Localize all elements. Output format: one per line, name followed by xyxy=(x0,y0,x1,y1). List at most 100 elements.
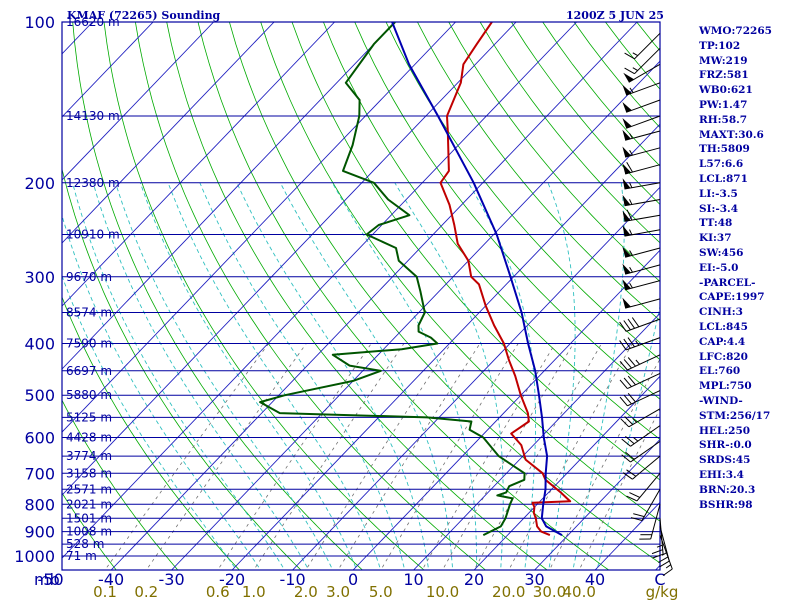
pressure-tick-label: 700 xyxy=(24,464,55,483)
index-item: TT:48 xyxy=(699,217,733,230)
temperature-unit-label: C xyxy=(654,570,665,589)
index-item: LCL:845 xyxy=(699,320,748,333)
wind-barb xyxy=(619,354,661,371)
temperature-tick-label: 30 xyxy=(524,570,544,589)
mixing-ratio-line xyxy=(382,343,519,568)
mixing-ratio-line xyxy=(509,343,633,568)
wind-barb xyxy=(622,129,661,141)
wind-barb xyxy=(622,279,661,291)
height-label: 5125 m xyxy=(66,410,112,424)
dry-adiabat xyxy=(323,22,660,440)
wind-barb xyxy=(624,47,661,75)
wind-barb xyxy=(622,161,661,175)
dry-adiabat xyxy=(229,22,660,564)
index-item: LCL:871 xyxy=(699,172,748,185)
index-item: HEL:250 xyxy=(699,424,751,437)
dry-adiabat xyxy=(103,22,425,570)
index-item: EL:760 xyxy=(699,365,741,378)
mixing-ratio-label: 1.0 xyxy=(242,583,266,600)
index-item: -WIND- xyxy=(699,394,743,407)
wind-barb xyxy=(659,534,673,577)
wind-barb xyxy=(623,63,661,83)
index-item: MW:219 xyxy=(699,54,748,67)
wind-barb xyxy=(622,99,661,113)
temperature-tick-label: -50 xyxy=(37,570,63,589)
pressure-tick-label: 1000 xyxy=(14,547,55,566)
height-label: 5880 m xyxy=(66,388,112,402)
index-item: CAP:4.4 xyxy=(699,335,746,348)
isotherm xyxy=(534,438,660,570)
index-item: L57:6.6 xyxy=(699,158,744,171)
wind-barb xyxy=(619,390,661,407)
wind-barb xyxy=(622,455,661,480)
index-item: TH:5809 xyxy=(699,143,750,156)
mixing-ratio-line xyxy=(219,343,372,568)
mixing-ratio-line xyxy=(423,343,556,568)
height-label: 14130 m xyxy=(66,109,120,123)
mixing-ratio-line xyxy=(106,343,269,568)
index-item: LFC:820 xyxy=(699,350,748,363)
moist-adiabat xyxy=(331,182,478,568)
isotherm xyxy=(473,375,660,570)
dry-adiabat xyxy=(0,22,56,572)
moist-adiabat xyxy=(279,182,453,568)
height-label: 16620 m xyxy=(66,15,120,29)
mixing-ratio-label: 30.0 xyxy=(533,583,566,600)
dry-adiabat xyxy=(62,492,117,570)
isotherm xyxy=(413,312,660,570)
isotherm xyxy=(292,186,660,570)
dry-adiabat xyxy=(448,22,660,283)
isotherm xyxy=(62,22,154,118)
height-label: 12380 m xyxy=(66,176,120,190)
height-label: 528 m xyxy=(66,537,104,551)
index-item: FRZ:581 xyxy=(699,69,749,82)
wind-barb xyxy=(630,489,661,521)
wind-barb xyxy=(622,194,661,207)
isotherm xyxy=(62,22,275,244)
moist-adiabat xyxy=(597,304,660,568)
wind-barb xyxy=(619,317,661,332)
wind-barb xyxy=(622,146,661,158)
wind-barb xyxy=(622,178,661,190)
index-item: WMO:72265 xyxy=(699,25,772,37)
wind-barb xyxy=(622,82,661,96)
temperature-tick-label: 40 xyxy=(585,570,605,589)
mixing-ratio-label: 40.0 xyxy=(562,583,595,600)
wind-barb xyxy=(620,408,661,428)
index-item: BSHR:98 xyxy=(699,498,753,511)
mixing-ratio-label: 0.1 xyxy=(93,583,117,600)
wind-barb xyxy=(622,209,661,222)
height-label: 7590 m xyxy=(66,337,112,351)
height-label: 4428 m xyxy=(66,431,112,445)
dry-adiabat xyxy=(135,22,487,570)
chart-timestamp: 1200Z 5 JUN 25 xyxy=(566,9,664,22)
wind-barb xyxy=(622,225,661,237)
isotherm xyxy=(62,22,214,181)
wind-barb xyxy=(626,472,661,502)
pressure-tick-label: 800 xyxy=(24,495,55,514)
temperature-tick-label: -10 xyxy=(279,570,305,589)
index-item: LI:-3.5 xyxy=(699,187,738,200)
moist-adiabat xyxy=(62,213,260,568)
mixing-ratio-line xyxy=(580,408,660,568)
index-item: CAPE:1997 xyxy=(699,291,765,304)
moist-adiabat xyxy=(547,182,576,568)
mixing-ratio-label: 0.2 xyxy=(134,583,158,600)
wind-barb xyxy=(639,504,661,540)
trace-dewpoint xyxy=(259,22,526,536)
height-label: 9670 m xyxy=(66,270,112,284)
moist-adiabat xyxy=(572,182,625,568)
index-item: EI:-5.0 xyxy=(699,261,739,274)
mixing-ratio-label: 5.0 xyxy=(369,583,393,600)
pressure-tick-label: 200 xyxy=(24,174,55,193)
wind-barbs xyxy=(619,32,673,577)
isotherm xyxy=(62,22,577,559)
dry-adiabat xyxy=(166,22,548,570)
plot-border xyxy=(61,21,661,571)
temperature-tick-label: 10 xyxy=(403,570,423,589)
isotherm xyxy=(62,22,335,307)
moist-adiabat xyxy=(62,274,235,568)
trace-temperature xyxy=(439,22,572,537)
mixing-ratio-label: 10.0 xyxy=(426,583,459,600)
dry-adiabat xyxy=(291,22,660,481)
